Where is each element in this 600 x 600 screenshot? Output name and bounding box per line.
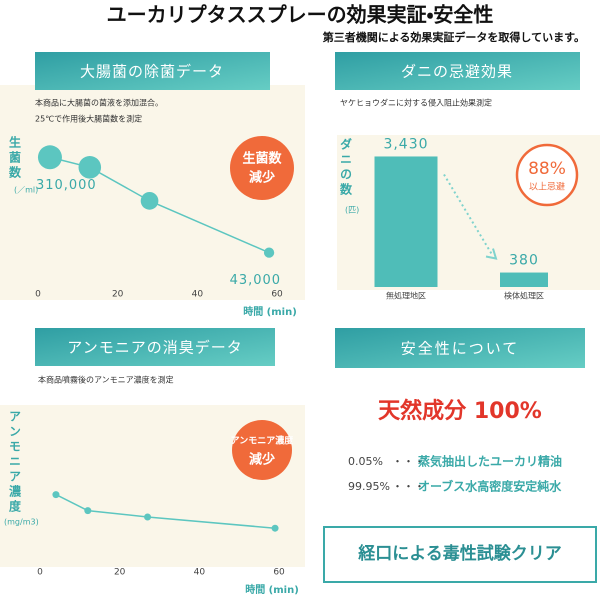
badge-text: アンモニア濃度 [231,435,295,447]
ribbon [335,328,585,368]
x-axis-label: 時間 (min) [245,583,299,596]
panel-title: ダニの忌避効果 [401,63,513,81]
x-axis-label: 時間 (min) [243,305,297,318]
point [271,524,279,532]
line [55,493,276,529]
y-axis-label: アンモニア濃度 [8,410,22,515]
x-tick-label: 検体処理区 [504,291,544,301]
line [49,156,270,254]
separator: ・・・ [392,480,425,493]
note: ヤケヒョウダニに対する侵入阻止効果測定 [340,98,492,108]
ingredient-name: オーブス水高密度安定純水 [418,479,562,494]
ingredient-percent: 99.95% [348,480,390,493]
y-axis-label: 生菌数 [8,135,22,181]
ribbon [35,52,270,90]
badge [232,420,292,480]
ingredient-percent: 0.05% [348,455,383,468]
point [52,491,60,499]
arrow [443,173,493,256]
footer-box [323,526,597,583]
value-label: 310,000 [36,178,97,193]
page-subtitle: 第三者機関による効果実証データを取得しています。 [323,30,585,44]
x-tick-label: 60 [273,568,285,578]
note: 本商品に大腸菌の菌液を添加混合。 [35,98,163,108]
point [84,507,92,515]
point [78,156,102,179]
note: 25℃で作用後大腸菌数を測定 [35,114,142,124]
note: 本商品噴霧後のアンモニア濃度を測定 [38,375,174,385]
point [144,513,152,521]
panel-title: 安全性について [401,340,520,358]
badge-value: 88% [528,159,566,179]
x-tick-label: 60 [271,290,283,300]
separator: ・・・ [392,455,425,468]
x-tick-label: 無処理地区 [386,291,426,301]
badge-text: 以上忌避 [529,182,565,193]
bar [500,272,548,287]
y-axis-unit: (匹) [345,206,359,215]
arrow-head [485,248,498,260]
y-axis-unit: (mg/m3) [4,518,39,527]
x-tick-label: 20 [114,568,126,578]
x-tick-label: 0 [37,568,43,578]
x-tick-label: 40 [194,568,206,578]
badge-text: 減少 [249,452,275,468]
ribbon [335,52,580,90]
panel-title: アンモニアの消臭データ [67,339,242,357]
x-tick-label: 20 [112,290,124,300]
ingredient-name: 蒸気抽出したユーカリ精油 [418,454,562,469]
point [140,192,159,210]
value-label: 43,000 [230,273,282,288]
badge [515,143,579,207]
ribbon [35,328,275,366]
badge-text: 減少 [249,170,275,186]
badge [230,136,294,200]
panel-title: 大腸菌の除菌データ [80,63,224,81]
bar [374,156,438,287]
x-tick-label: 0 [35,290,41,300]
y-axis-unit: (／ml) [14,186,38,195]
badge-text: 生菌数 [242,151,282,167]
point [263,247,275,258]
headline: 天然成分 100% [378,398,542,424]
point [37,145,62,170]
y-axis-label: ダニの数 [339,137,353,198]
x-tick-label: 40 [192,290,204,300]
page-title: ユーカリプタススプレーの効果実証・安全性 [107,3,494,27]
value-label: 380 [509,253,539,269]
value-label: 3,430 [383,136,428,152]
footer-text: 経口による毒性試験クリア [357,543,562,564]
